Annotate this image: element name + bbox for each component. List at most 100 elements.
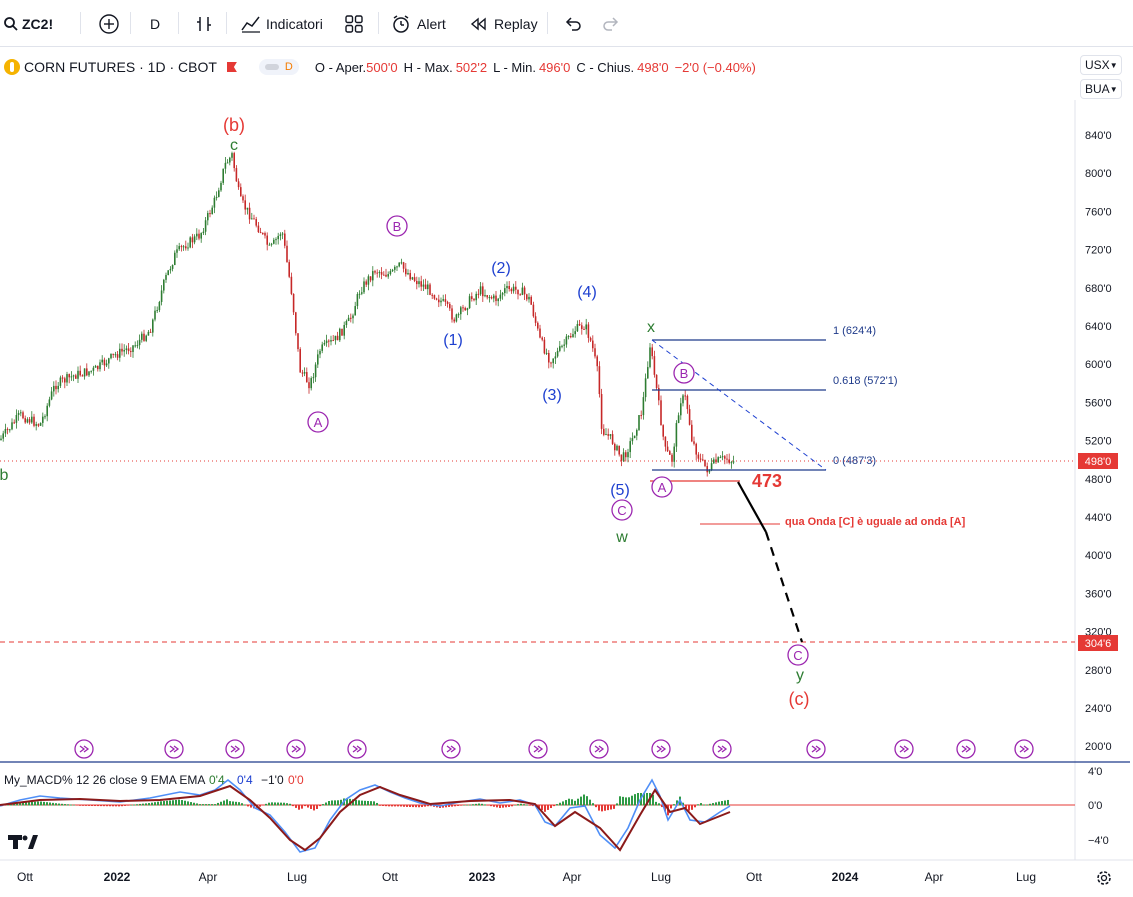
event-marker-icon[interactable]: [347, 739, 367, 759]
candle-body: [680, 403, 682, 416]
alert-button[interactable]: Alert: [391, 12, 446, 36]
candle-body: [433, 295, 436, 299]
macd-bar: [127, 805, 129, 806]
add-symbol-button[interactable]: [98, 12, 120, 36]
candle-body: [246, 207, 249, 210]
event-marker-icon[interactable]: [225, 739, 245, 759]
candle-body: [59, 377, 62, 386]
event-marker-icon[interactable]: [956, 739, 976, 759]
event-marker-icon[interactable]: [164, 739, 184, 759]
candle-body: [633, 435, 636, 439]
time-tick: Lug: [651, 870, 671, 884]
candle-body: [523, 287, 526, 295]
candle-body: [143, 333, 145, 341]
symbol-search[interactable]: ZC2!: [3, 12, 53, 36]
candle-body: [237, 181, 240, 188]
replay-button[interactable]: Replay: [470, 12, 538, 36]
candle-body: [543, 339, 546, 354]
price-tick: 240'0: [1085, 703, 1112, 715]
macd-bar: [586, 796, 588, 806]
candle-body: [653, 356, 656, 375]
candle-body: [130, 351, 132, 353]
projection-solid[interactable]: [737, 481, 767, 533]
symbol-title[interactable]: CORN FUTURES · 1D · CBOT: [24, 59, 217, 75]
event-marker-icon[interactable]: [806, 739, 826, 759]
gear-icon[interactable]: [1097, 871, 1111, 885]
close-value: 498'0: [637, 59, 669, 75]
candle-body: [581, 325, 583, 329]
candle-body: [658, 387, 660, 401]
undo-button[interactable]: [564, 12, 582, 36]
macd-bar: [343, 798, 345, 806]
macd-bar: [229, 801, 231, 806]
indicators-icon: [241, 16, 260, 33]
candle-body: [68, 374, 70, 378]
macd-bar: [448, 805, 450, 807]
macd-bar: [337, 800, 339, 806]
candle-body: [655, 374, 658, 388]
candle-body: [482, 286, 484, 297]
candle-body: [699, 458, 702, 460]
price-axis[interactable]: 840'0 800'0 760'0 720'0 680'0 640'0 600'0 560'0…: [1085, 130, 1112, 753]
candle-body: [402, 262, 405, 269]
event-marker-icon[interactable]: [441, 739, 461, 759]
trend-line-dashed[interactable]: [651, 339, 827, 471]
unit-select[interactable]: BUA ▼: [1080, 79, 1122, 99]
macd-bar: [604, 805, 606, 811]
event-marker-icon[interactable]: [589, 739, 609, 759]
macd-bar: [712, 803, 714, 806]
macd-bar: [184, 800, 186, 806]
currency-select[interactable]: USX ▼: [1080, 55, 1122, 75]
macd-bar: [217, 802, 219, 806]
event-marker-icon[interactable]: [712, 739, 732, 759]
indicators-button[interactable]: Indicatori: [240, 12, 323, 36]
event-marker-icon[interactable]: [894, 739, 914, 759]
candle-body: [158, 301, 161, 311]
tradingview-logo[interactable]: [8, 835, 38, 849]
time-tick: Ott: [17, 870, 34, 884]
chart-type-button[interactable]: [194, 12, 214, 36]
redo-button[interactable]: [602, 12, 620, 36]
candle-body: [231, 153, 233, 158]
macd-bar: [544, 805, 546, 812]
candle-body: [138, 339, 141, 346]
macd-bar: [76, 805, 78, 806]
macd-bar: [181, 800, 183, 806]
macd-bar: [499, 805, 501, 808]
candle-body: [317, 354, 319, 365]
time-axis[interactable]: Ott 2022 Apr Lug Ott 2023 Apr Lug Ott 2024 Apr Lug: [17, 870, 1036, 884]
event-marker-icon[interactable]: [528, 739, 548, 759]
macd-bar: [574, 800, 576, 806]
macd-bar: [67, 804, 69, 806]
candle-body: [343, 325, 345, 336]
candle-body: [686, 395, 689, 410]
macd-bar: [673, 804, 675, 806]
candle-body: [312, 377, 315, 379]
event-marker-icon[interactable]: [286, 739, 306, 759]
candle-body: [464, 307, 466, 311]
candle-body: [389, 271, 392, 275]
candle-body: [638, 415, 640, 430]
interval-button[interactable]: D: [150, 12, 160, 36]
candle-body: [457, 314, 460, 316]
candle-body: [328, 340, 330, 342]
candle-body: [515, 286, 517, 290]
event-marker-icon[interactable]: [1014, 739, 1034, 759]
layouts-button[interactable]: [345, 12, 363, 36]
macd-bar: [451, 805, 453, 807]
macd-bar: [268, 802, 270, 806]
target-price-badge: [1078, 635, 1118, 651]
event-marker-icon[interactable]: [74, 739, 94, 759]
candle-body: [97, 365, 99, 370]
wave-circle-B2: [673, 362, 695, 384]
event-markers[interactable]: [74, 739, 1034, 759]
corn-logo-icon: [4, 59, 20, 75]
projection-dashed[interactable]: [764, 531, 804, 643]
data-badge[interactable]: D: [258, 59, 299, 75]
macd-bar: [520, 803, 522, 806]
macd-bar: [598, 805, 600, 811]
candle-body: [303, 372, 306, 374]
indicator-name[interactable]: My_MACD% 12 26 close 9 EMA EMA: [4, 773, 205, 787]
event-marker-icon[interactable]: [651, 739, 671, 759]
